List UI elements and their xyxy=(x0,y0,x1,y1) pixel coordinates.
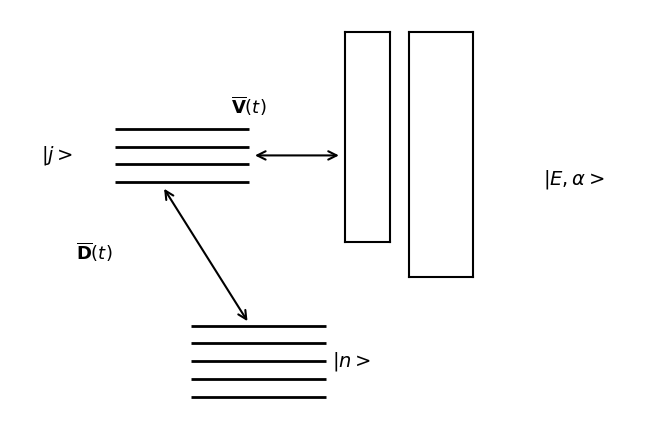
Text: $| j >$: $| j >$ xyxy=(41,144,73,167)
Text: $| E, \alpha >$: $| E, \alpha >$ xyxy=(543,168,605,191)
Text: $\overline{\mathbf{V}}(t)$: $\overline{\mathbf{V}}(t)$ xyxy=(231,95,266,118)
Text: $| n >$: $| n >$ xyxy=(332,349,371,373)
Text: $\overline{\mathbf{D}}(t)$: $\overline{\mathbf{D}}(t)$ xyxy=(76,241,113,264)
